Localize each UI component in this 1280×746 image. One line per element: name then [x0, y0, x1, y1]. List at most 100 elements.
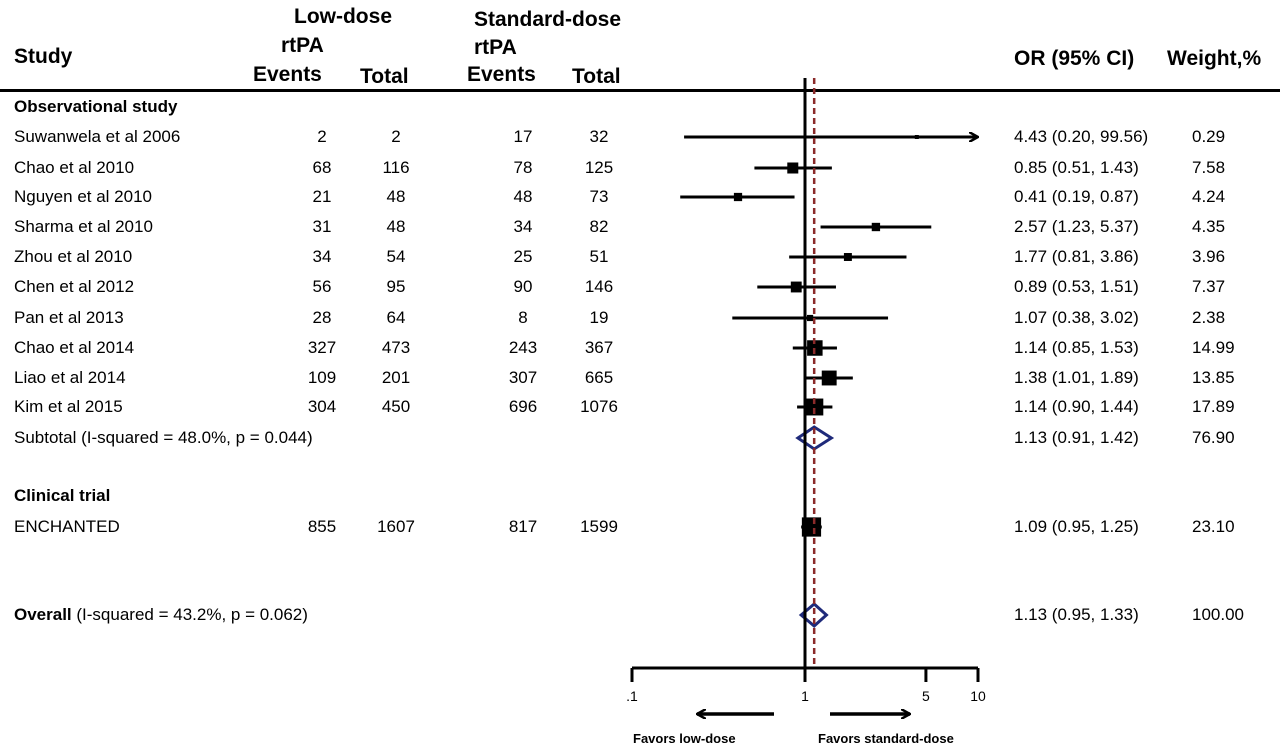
standard-dose-events: 696 [508, 397, 538, 416]
overall-label-row: Overall (I-squared = 43.2%, p = 0.062) [14, 605, 308, 625]
weight-percent: 4.35 [1192, 217, 1226, 236]
weight-percent: 3.96 [1192, 247, 1226, 266]
odds-ratio-ci: 1.07 (0.38, 3.02) [1014, 308, 1139, 327]
header-std-dose-line2: rtPA [474, 36, 517, 59]
odds-ratio-ci: 2.57 (1.23, 5.37) [1014, 217, 1139, 236]
weight-percent: 76.90 [1192, 428, 1235, 447]
low-dose-events: 34 [312, 247, 332, 266]
low-dose-total: 54 [386, 247, 406, 266]
odds-ratio-ci: 1.14 (0.85, 1.53) [1014, 338, 1139, 357]
odds-ratio-ci: 0.41 (0.19, 0.87) [1014, 187, 1139, 206]
low-dose-total: 48 [386, 217, 406, 236]
effect-marker [787, 162, 799, 174]
standard-dose-events: 78 [513, 158, 533, 177]
weight-percent: 7.58 [1192, 158, 1226, 177]
low-dose-events: 327 [307, 338, 337, 357]
low-dose-total: 450 [381, 397, 411, 416]
study-label: ENCHANTED [14, 517, 120, 536]
low-dose-total: 64 [386, 308, 406, 327]
weight-percent: 14.99 [1192, 338, 1235, 357]
study-label: Kim et al 2015 [14, 397, 123, 416]
standard-dose-events: 8 [518, 308, 528, 327]
x-tick-label: 1 [801, 688, 809, 704]
effect-marker [806, 314, 814, 322]
standard-dose-events: 243 [508, 338, 538, 357]
study-label: Sharma et al 2010 [14, 217, 153, 236]
header-weight: Weight,% [1167, 47, 1262, 70]
standard-dose-total: 125 [584, 158, 614, 177]
standard-dose-total: 1599 [580, 517, 618, 536]
low-dose-events: 2 [317, 127, 327, 146]
standard-dose-total: 1076 [580, 397, 618, 416]
standard-dose-total: 73 [589, 187, 609, 206]
odds-ratio-ci: 1.13 (0.95, 1.33) [1014, 605, 1139, 624]
odds-ratio-ci: 0.89 (0.53, 1.51) [1014, 277, 1139, 296]
group-heading: Observational study [14, 97, 178, 116]
study-label: Suwanwela et al 2006 [14, 127, 181, 146]
low-dose-total: 1607 [377, 517, 415, 536]
header-study: Study [14, 45, 73, 68]
overall-heterogeneity: (I-squared = 43.2%, p = 0.062) [76, 605, 308, 624]
standard-dose-events: 48 [513, 187, 533, 206]
odds-ratio-ci: 1.13 (0.91, 1.42) [1014, 428, 1139, 447]
study-label: Zhou et al 2010 [14, 247, 133, 266]
low-dose-total: 116 [382, 158, 410, 177]
low-dose-total: 201 [381, 368, 411, 387]
overall-diamond [798, 602, 829, 628]
header-std-events: Events [467, 63, 536, 86]
standard-dose-events: 307 [508, 368, 538, 387]
weight-percent: 2.38 [1192, 308, 1226, 327]
subtotal-label: Subtotal [14, 428, 77, 447]
weight-percent: 17.89 [1192, 397, 1235, 416]
x-tick-label: 5 [922, 688, 930, 704]
weight-percent: 13.85 [1192, 368, 1235, 387]
standard-dose-total: 51 [589, 247, 609, 266]
header-or-ci: OR (95% CI) [1014, 47, 1135, 70]
header-std-total: Total [572, 65, 621, 88]
study-label: Liao et al 2014 [14, 368, 126, 387]
header-rule [0, 89, 1280, 92]
overall-label: Overall [14, 605, 72, 624]
low-dose-events: 28 [312, 308, 332, 327]
low-dose-events: 21 [312, 187, 332, 206]
low-dose-total: 2 [391, 127, 401, 146]
weight-percent: 4.24 [1192, 187, 1226, 206]
header-low-dose-line2: rtPA [281, 34, 324, 57]
low-dose-total: 95 [386, 277, 406, 296]
standard-dose-events: 817 [508, 517, 538, 536]
low-dose-events: 56 [312, 277, 332, 296]
standard-dose-total: 82 [589, 217, 609, 236]
standard-dose-total: 665 [584, 368, 614, 387]
subtotal-diamond [795, 425, 835, 451]
effect-marker [801, 517, 822, 537]
standard-dose-total: 32 [589, 127, 609, 146]
odds-ratio-ci: 1.77 (0.81, 3.86) [1014, 247, 1139, 266]
header-low-total: Total [360, 65, 409, 88]
odds-ratio-ci: 4.43 (0.20, 99.56) [1014, 127, 1149, 146]
low-dose-events: 109 [307, 368, 337, 387]
subtotal-heterogeneity: (I-squared = 48.0%, p = 0.044) [81, 428, 313, 447]
header-std-dose-line1: Standard-dose [474, 8, 622, 31]
weight-percent: 23.10 [1192, 517, 1235, 536]
favors-standard-dose-label: Favors standard-dose [818, 731, 954, 746]
x-tick-label: .1 [626, 688, 638, 704]
study-label: Nguyen et al 2010 [14, 187, 152, 206]
study-label: Chao et al 2010 [14, 158, 135, 177]
effect-marker [871, 222, 881, 232]
standard-dose-events: 17 [513, 127, 533, 146]
weight-percent: 100.00 [1192, 605, 1244, 624]
study-label: Pan et al 2013 [14, 308, 124, 327]
low-dose-total: 473 [381, 338, 411, 357]
effect-marker [843, 253, 852, 261]
standard-dose-total: 19 [589, 308, 609, 327]
odds-ratio-ci: 1.14 (0.90, 1.44) [1014, 397, 1139, 416]
weight-percent: 0.29 [1192, 127, 1226, 146]
low-dose-total: 48 [386, 187, 406, 206]
standard-dose-events: 34 [513, 217, 533, 236]
standard-dose-events: 25 [513, 247, 533, 266]
standard-dose-total: 367 [584, 338, 614, 357]
low-dose-events: 304 [307, 397, 337, 416]
low-dose-events: 31 [312, 217, 332, 236]
